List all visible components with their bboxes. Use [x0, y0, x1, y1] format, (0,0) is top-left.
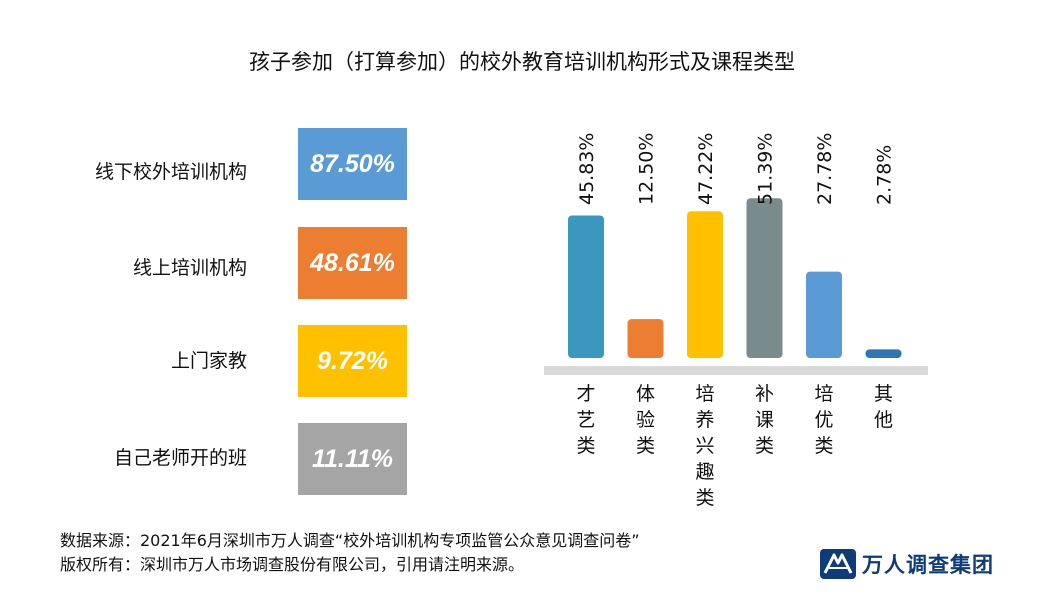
category-label-2-char-0: 培	[695, 383, 714, 405]
category-label-3-char-0: 补	[755, 383, 774, 405]
category-label-0-char-1: 艺	[576, 409, 595, 431]
category-label-3-char-1: 课	[755, 409, 774, 431]
form-label-offline: 线下校外培训机构	[94, 161, 247, 183]
bar-1	[627, 319, 664, 358]
category-label-3-char-2: 类	[755, 435, 774, 457]
bar-4	[806, 271, 842, 358]
form-value-offline: 87.50%	[310, 149, 395, 178]
category-label-1-char-0: 体	[636, 383, 655, 405]
category-label-0-char-0: 才	[576, 383, 595, 405]
bar-3	[746, 198, 783, 358]
form-value-home-tutor: 9.72%	[317, 346, 388, 375]
category-label-4-char-0: 培	[814, 383, 833, 405]
company-logo: 万人调查集团	[820, 547, 994, 581]
form-tile-home-tutor: 9.72%	[298, 325, 407, 397]
form-label-home-tutor: 上门家教	[170, 350, 247, 372]
bar-0	[568, 215, 604, 358]
form-tile-teacher-class: 11.11%	[298, 423, 407, 495]
form-value-teacher-class: 11.11%	[311, 444, 394, 473]
source-note: 数据来源：2021年6月深圳市万人调查“校外培训机构专项监管公众意见调查问卷”	[60, 531, 640, 550]
logo-text: 万人调查集团	[862, 553, 994, 577]
form-label-teacher-class: 自己老师开的班	[113, 447, 247, 469]
value-label-0: 45.83%	[576, 133, 598, 205]
copyright-note: 版权所有：深圳市万人市场调查股份有限公司，引用请注明来源。	[60, 555, 525, 574]
value-label-1: 12.50%	[636, 133, 658, 205]
x-axis-band	[544, 366, 928, 375]
category-label-4-char-2: 类	[814, 435, 833, 457]
category-label-5-char-1: 他	[874, 409, 893, 431]
category-label-2-char-3: 趣	[695, 461, 714, 483]
form-value-online: 48.61%	[310, 248, 395, 277]
category-label-1-char-1: 验	[636, 409, 655, 431]
value-label-2: 47.22%	[695, 133, 717, 205]
category-label-1-char-2: 类	[636, 435, 655, 457]
category-label-4-char-1: 优	[814, 409, 833, 431]
category-label-5-char-0: 其	[874, 383, 893, 405]
bar-5	[865, 349, 902, 358]
value-label-5: 2.78%	[874, 145, 896, 205]
form-label-online: 线上培训机构	[132, 257, 247, 279]
bar-2	[687, 211, 723, 358]
category-label-2-char-4: 类	[695, 487, 714, 509]
wanren-logo-icon	[820, 549, 856, 579]
value-label-3: 51.39%	[755, 133, 777, 205]
chart-title: 孩子参加（打算参加）的校外教育培训机构形式及课程类型	[249, 50, 795, 74]
form-tile-online: 48.61%	[298, 227, 407, 299]
form-tile-offline: 87.50%	[298, 128, 407, 200]
category-label-2-char-2: 兴	[695, 435, 714, 457]
value-label-4: 27.78%	[814, 133, 836, 205]
category-label-2-char-1: 养	[695, 409, 714, 431]
category-label-0-char-2: 类	[576, 435, 595, 457]
